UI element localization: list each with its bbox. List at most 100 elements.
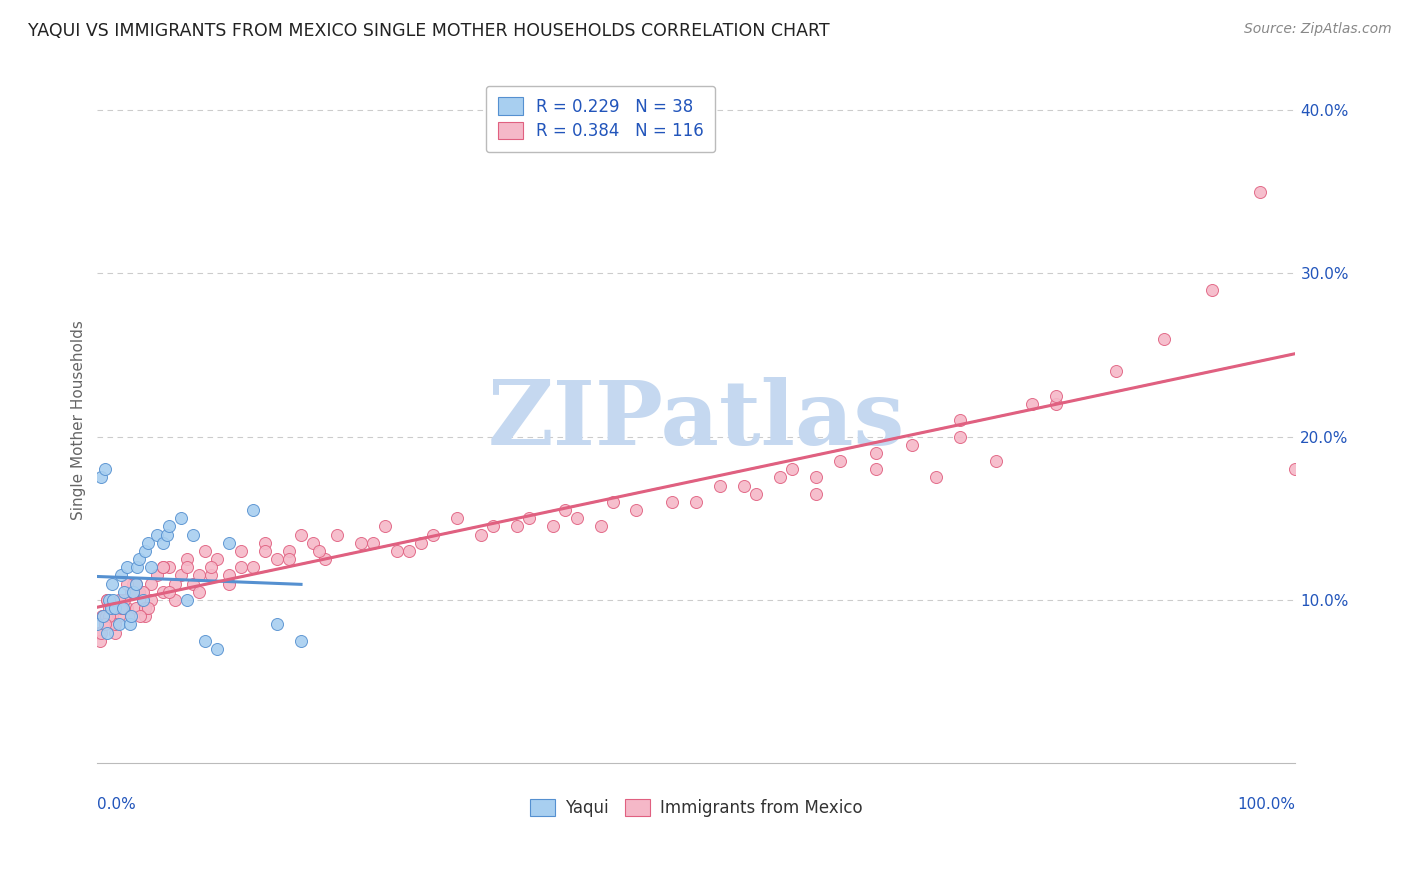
Point <box>100 601 122 615</box>
Point <box>108 617 131 632</box>
Point <box>112 601 135 615</box>
Point <box>661 495 683 509</box>
Point <box>1105 364 1128 378</box>
Point <box>374 519 396 533</box>
Point <box>112 584 135 599</box>
Point <box>96 592 118 607</box>
Point <box>96 625 118 640</box>
Point <box>170 568 193 582</box>
Point <box>120 609 142 624</box>
Point <box>865 462 887 476</box>
Point <box>120 609 142 624</box>
Point <box>100 601 122 615</box>
Point <box>98 609 121 624</box>
Point <box>1045 397 1067 411</box>
Point <box>93 609 115 624</box>
Point <box>1153 332 1175 346</box>
Point <box>134 609 156 624</box>
Point <box>218 535 240 549</box>
Point <box>422 527 444 541</box>
Point <box>554 503 576 517</box>
Point <box>200 568 222 582</box>
Point <box>1021 397 1043 411</box>
Point <box>188 584 211 599</box>
Point <box>152 584 174 599</box>
Point <box>925 470 948 484</box>
Point <box>194 633 217 648</box>
Point <box>769 470 792 484</box>
Point <box>104 601 127 615</box>
Point <box>481 519 503 533</box>
Point <box>141 576 163 591</box>
Point <box>446 511 468 525</box>
Point <box>104 617 127 632</box>
Point <box>290 633 312 648</box>
Point <box>589 519 612 533</box>
Point <box>278 552 301 566</box>
Point <box>120 584 142 599</box>
Point <box>205 641 228 656</box>
Point <box>1284 462 1306 476</box>
Point <box>157 584 180 599</box>
Point <box>188 568 211 582</box>
Point <box>108 592 131 607</box>
Point <box>132 592 155 607</box>
Point <box>132 592 155 607</box>
Point <box>146 527 169 541</box>
Point <box>949 413 972 427</box>
Point <box>361 535 384 549</box>
Point <box>709 478 731 492</box>
Point <box>254 544 277 558</box>
Point <box>685 495 707 509</box>
Point <box>100 576 122 591</box>
Point <box>122 584 145 599</box>
Point <box>141 560 163 574</box>
Point <box>96 592 118 607</box>
Point <box>385 544 408 558</box>
Point <box>134 544 156 558</box>
Point <box>117 601 139 615</box>
Point <box>89 633 111 648</box>
Point <box>93 609 115 624</box>
Point <box>505 519 527 533</box>
Point <box>176 560 198 574</box>
Point <box>308 544 330 558</box>
Point <box>745 487 768 501</box>
Text: Source: ZipAtlas.com: Source: ZipAtlas.com <box>1244 22 1392 37</box>
Point <box>118 617 141 632</box>
Point <box>205 552 228 566</box>
Point <box>93 462 115 476</box>
Point <box>901 438 924 452</box>
Point <box>157 560 180 574</box>
Text: 100.0%: 100.0% <box>1237 797 1295 813</box>
Point <box>146 568 169 582</box>
Point <box>157 519 180 533</box>
Point <box>112 592 135 607</box>
Point <box>170 511 193 525</box>
Point <box>98 601 121 615</box>
Point <box>865 446 887 460</box>
Point <box>104 625 127 640</box>
Point <box>302 535 325 549</box>
Point <box>242 503 264 517</box>
Point <box>181 576 204 591</box>
Point <box>409 535 432 549</box>
Point <box>94 609 117 624</box>
Point <box>176 552 198 566</box>
Point <box>152 560 174 574</box>
Point <box>110 568 132 582</box>
Point <box>125 576 148 591</box>
Point <box>117 560 139 574</box>
Point <box>152 535 174 549</box>
Point <box>98 592 121 607</box>
Point <box>314 552 336 566</box>
Point <box>266 617 288 632</box>
Point <box>1201 283 1223 297</box>
Point <box>984 454 1007 468</box>
Point <box>165 592 187 607</box>
Point <box>398 544 420 558</box>
Point <box>806 487 828 501</box>
Point <box>541 519 564 533</box>
Point <box>108 609 131 624</box>
Point <box>229 560 252 574</box>
